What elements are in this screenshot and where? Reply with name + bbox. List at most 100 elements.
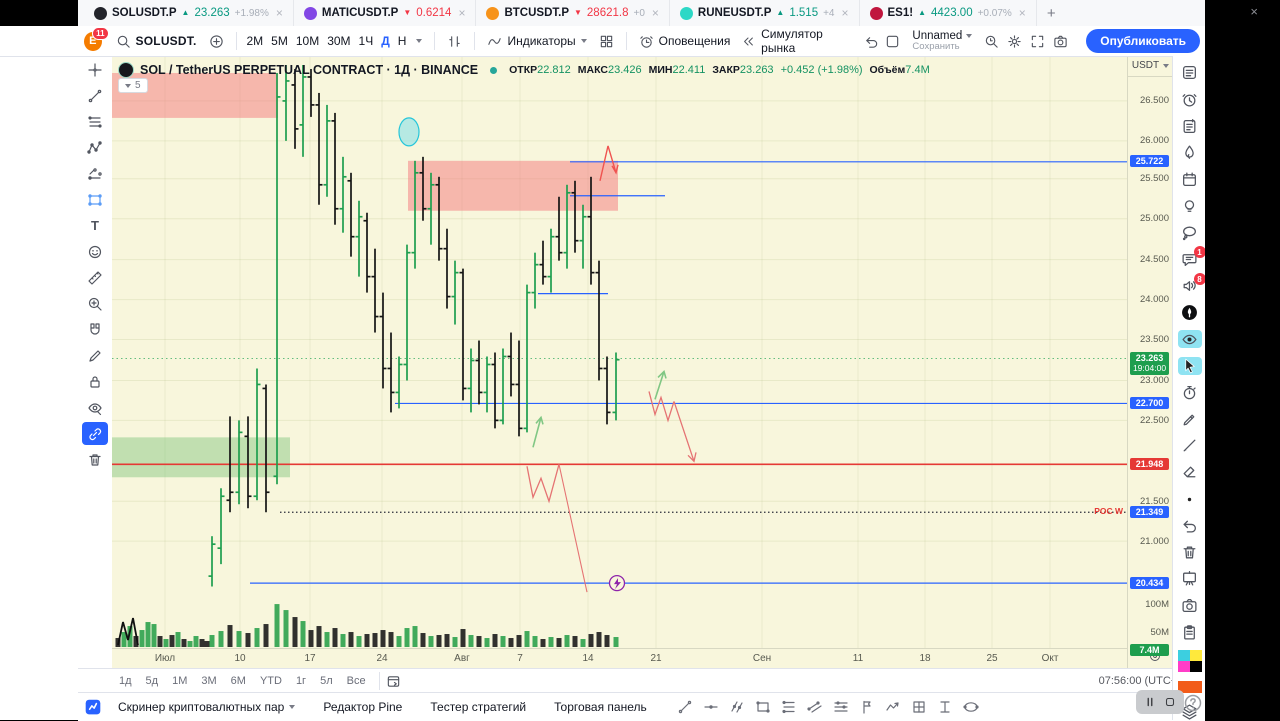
trend-line-tool[interactable] [82, 84, 108, 107]
add-symbol-tab-button[interactable]: + [1037, 5, 1066, 22]
interval-Д[interactable]: Д [377, 34, 394, 48]
fullscreen-button[interactable] [1030, 34, 1045, 49]
ruler-tool[interactable] [82, 266, 108, 289]
crosshair-tool[interactable] [82, 58, 108, 81]
annotation-help-button[interactable] [1182, 692, 1204, 714]
fav-tool-tgrid[interactable] [911, 699, 927, 715]
anno-eye-button[interactable] [1178, 330, 1202, 348]
panel-tab[interactable]: Торговая панель [540, 700, 661, 714]
notifications-button[interactable]: 8 [1178, 277, 1202, 295]
range-6М[interactable]: 6М [224, 675, 253, 687]
chart-legend[interactable]: SOL / TetherUS PERPETUAL CONTRACT · 1Д ·… [118, 62, 930, 78]
axis-currency[interactable]: USDT [1128, 60, 1173, 77]
magnet-tool[interactable] [82, 318, 108, 341]
emoji-tool[interactable] [82, 240, 108, 263]
xabcd-pattern-tool[interactable] [82, 136, 108, 159]
symbol-tab-SOLUSDT.P[interactable]: SOLUSDT.P▲23.263+1.98%× [84, 0, 294, 26]
hotlists-button[interactable] [1178, 144, 1202, 162]
fav-tool-tcross[interactable] [729, 699, 745, 715]
settings-button[interactable] [1007, 34, 1022, 49]
mobile-app-icon[interactable] [84, 698, 102, 716]
sync-drawings-tool[interactable] [82, 422, 108, 445]
fav-tool-trect[interactable] [755, 699, 771, 715]
interval-5М[interactable]: 5М [267, 34, 292, 48]
calendar-button[interactable] [1178, 171, 1202, 189]
anno-eraser-button[interactable] [1178, 464, 1202, 482]
stay-in-drawing-mode-tool[interactable] [82, 344, 108, 367]
layout-checkbox-icon[interactable] [885, 34, 900, 49]
compare-button[interactable] [203, 28, 230, 54]
anno-clipboard-button[interactable] [1178, 623, 1202, 641]
alerts-button[interactable] [1178, 91, 1202, 109]
range-1д[interactable]: 1д [112, 675, 139, 687]
zoom-in-tool[interactable] [82, 292, 108, 315]
fav-tool-tchan[interactable] [807, 699, 823, 715]
watchlist-button[interactable] [1178, 64, 1202, 82]
layout-grid-button[interactable] [593, 28, 620, 54]
range-5д[interactable]: 5д [139, 675, 166, 687]
symbol-tab-BTCUSDT.P[interactable]: BTCUSDT.P▼28621.8+0× [476, 0, 669, 26]
fav-tool-tpitch[interactable] [833, 699, 849, 715]
remove-drawings-tool[interactable] [82, 448, 108, 471]
market-simulator-button[interactable]: Симулятор рынка [736, 28, 858, 54]
hide-drawings-tool[interactable] [82, 396, 108, 419]
symbol-tab-RUNEUSDT.P[interactable]: RUNEUSDT.P▲1.515+4× [670, 0, 860, 26]
fav-tool-tfib[interactable] [781, 699, 797, 715]
annotation-pause-pill[interactable] [1136, 690, 1184, 714]
symbol-tab-MATICUSDT.P[interactable]: MATICUSDT.P▼0.6214× [294, 0, 477, 26]
go-to-date-button[interactable] [386, 674, 401, 689]
symbol-tab-ES1![interactable]: ES1!▲4423.00+0.07%× [860, 0, 1037, 26]
close-tab-icon[interactable]: × [1019, 6, 1026, 20]
fav-tool-thline[interactable] [703, 699, 719, 715]
range-YTD[interactable]: YTD [253, 675, 289, 687]
dialogs-button[interactable]: 1 [1178, 250, 1202, 268]
annotation-color-palette[interactable] [1178, 650, 1202, 672]
close-tab-icon[interactable]: × [842, 6, 849, 20]
indicators-button[interactable]: Индикаторы [481, 28, 592, 54]
fav-tool-tflag[interactable] [859, 699, 875, 715]
anno-size-dot-button[interactable] [1178, 490, 1202, 508]
snapshot-button[interactable] [1053, 34, 1068, 49]
anno-timer-button[interactable] [1178, 384, 1202, 402]
panel-tab[interactable]: Редактор Pine [309, 700, 416, 714]
close-tab-icon[interactable]: × [276, 6, 283, 20]
chats-button[interactable] [1178, 224, 1202, 242]
annotation-app-button[interactable] [1178, 304, 1202, 322]
close-tab-icon[interactable]: × [652, 6, 659, 20]
object-tree-badge[interactable]: 5 [118, 78, 148, 93]
alerts-button[interactable]: Оповещения [633, 28, 737, 54]
range-1М[interactable]: 1М [165, 675, 194, 687]
range-3М[interactable]: 3М [194, 675, 223, 687]
range-1г[interactable]: 1г [289, 675, 313, 687]
text-tool[interactable]: T [82, 214, 108, 237]
anno-pen-button[interactable] [1178, 437, 1202, 455]
range-Все[interactable]: Все [340, 675, 373, 687]
publish-button[interactable]: Опубликовать [1086, 29, 1200, 53]
interval-Н[interactable]: Н [394, 34, 411, 48]
anno-marker-button[interactable] [1178, 410, 1202, 428]
journal-button[interactable] [1178, 117, 1202, 135]
fav-tool-tzig[interactable] [885, 699, 901, 715]
anno-board-button[interactable] [1178, 570, 1202, 588]
anno-trash-button[interactable] [1178, 544, 1202, 562]
interval-2М[interactable]: 2М [243, 34, 268, 48]
quick-search-button[interactable] [984, 34, 999, 49]
fav-tool-tmeas[interactable] [937, 699, 953, 715]
anno-screenshot-button[interactable] [1178, 597, 1202, 615]
interval-10М[interactable]: 10М [292, 34, 323, 48]
fav-tool-tellip[interactable] [963, 699, 979, 715]
ideas-button[interactable] [1178, 197, 1202, 215]
panel-tab[interactable]: Тестер стратегий [416, 700, 540, 714]
bar-style-button[interactable] [441, 28, 468, 54]
anno-undo-button[interactable] [1178, 517, 1202, 535]
panel-tab[interactable]: Скринер криптовалютных пар [104, 700, 309, 714]
anno-cursor-button[interactable] [1178, 357, 1202, 375]
forecast-tool[interactable] [82, 162, 108, 185]
chart-pane[interactable]: SOL / TetherUS PERPETUAL CONTRACT · 1Д ·… [112, 56, 1127, 648]
lock-drawings-tool[interactable] [82, 370, 108, 393]
rectangle-tool[interactable] [82, 188, 108, 211]
interval-30М[interactable]: 30М [323, 34, 354, 48]
interval-menu-caret[interactable] [416, 39, 422, 43]
